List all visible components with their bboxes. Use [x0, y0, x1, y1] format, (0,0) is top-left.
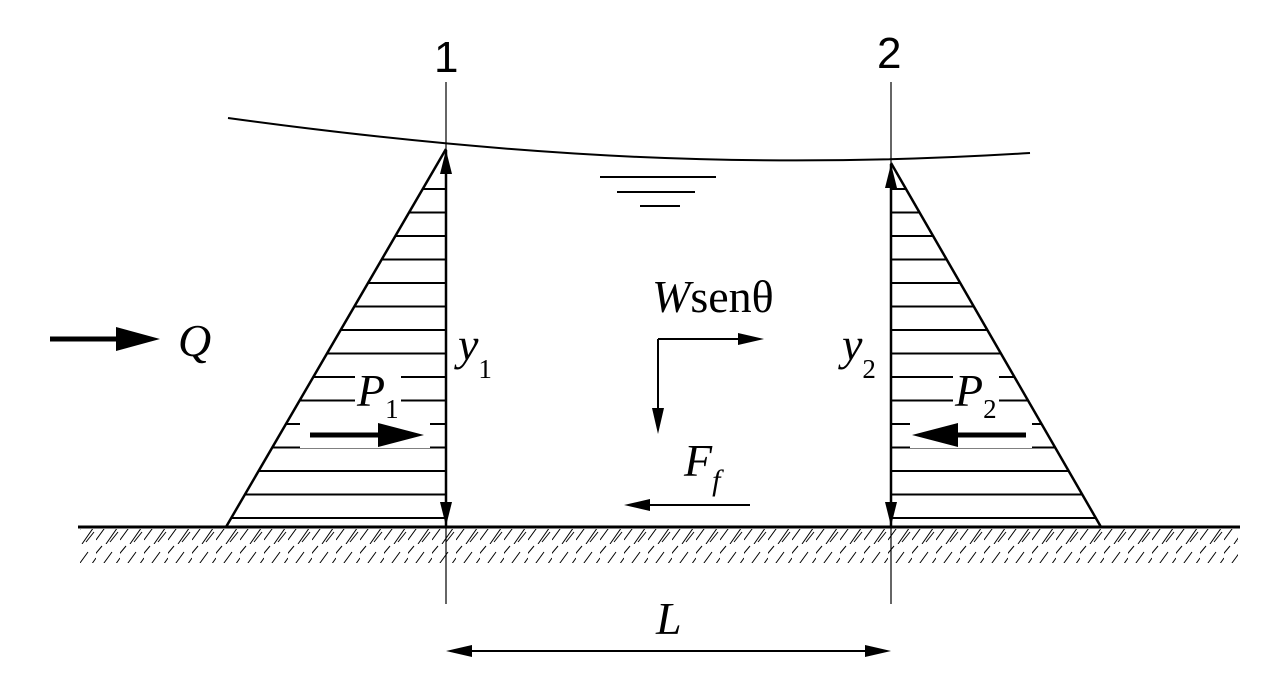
friction-symbol: F	[684, 435, 713, 486]
pressure-label-p1: P1	[355, 365, 401, 423]
y1-subscript: 1	[478, 354, 492, 384]
depth-label-y1: y1	[458, 319, 492, 383]
y1-symbol: y	[458, 319, 479, 370]
p1-symbol: P	[357, 365, 386, 416]
flow-label-q: Q	[178, 315, 212, 366]
weight-text: senθ	[690, 271, 774, 322]
free-surface-symbol	[600, 176, 716, 207]
weight-component-arrows	[652, 333, 764, 434]
depth-arrow-y2	[885, 164, 897, 526]
friction-label: Ff	[684, 435, 720, 496]
left-pressure-hypotenuse	[224, 148, 448, 528]
friction-arrow	[624, 499, 750, 511]
depth-label-y2: y2	[842, 319, 876, 383]
pressure-arrow-p2	[910, 422, 1032, 448]
p1-subscript: 1	[385, 394, 399, 424]
water-surface-profile	[227, 117, 1031, 162]
flow-arrow-q	[50, 327, 160, 351]
depth-arrow-y1	[440, 150, 452, 526]
weight-label: Wsenθ	[652, 274, 774, 320]
y2-symbol: y	[842, 319, 863, 370]
pressure-arrow-p1	[300, 422, 430, 448]
pressure-label-p2: P2	[953, 365, 999, 423]
left-pressure-hatching	[231, 188, 446, 519]
section-2-label: 2	[877, 29, 902, 78]
p2-symbol: P	[955, 365, 984, 416]
bed-hatching	[80, 529, 1238, 563]
friction-subscript: f	[712, 464, 721, 497]
right-pressure-hypotenuse	[889, 162, 1103, 528]
weight-symbol: W	[652, 271, 691, 322]
right-pressure-hatching	[891, 188, 1096, 519]
y2-subscript: 2	[862, 354, 876, 384]
p2-subscript: 2	[983, 394, 997, 424]
length-label: L	[656, 593, 682, 644]
section-1-label: 1	[434, 33, 459, 82]
length-dimension	[446, 645, 891, 657]
